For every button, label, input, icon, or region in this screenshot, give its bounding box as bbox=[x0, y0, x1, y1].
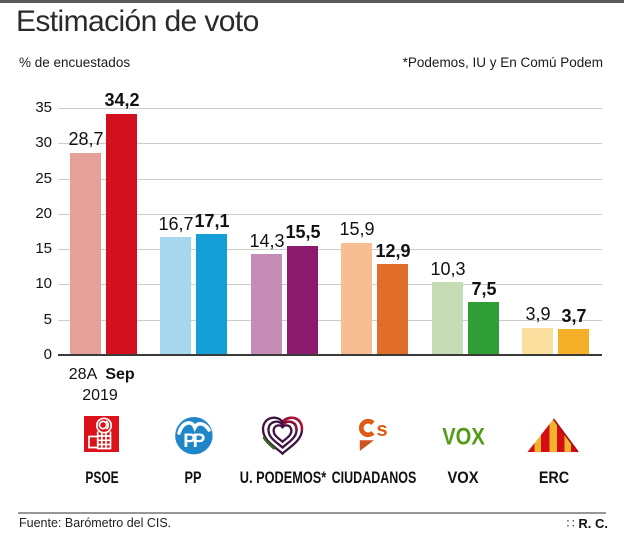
svg-text:PP: PP bbox=[183, 431, 205, 452]
svg-text:s: s bbox=[377, 419, 388, 441]
svg-text:VOX: VOX bbox=[442, 424, 485, 451]
